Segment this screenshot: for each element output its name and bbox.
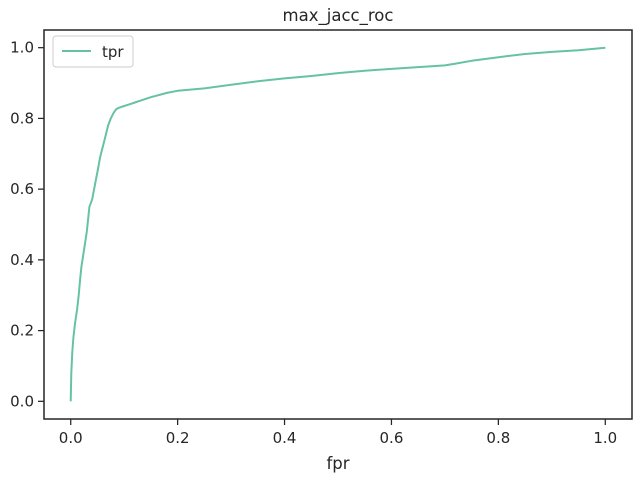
y-axis: 0.0 0.2 0.4 0.6 0.8 1.0 <box>10 39 44 410</box>
legend: tpr <box>52 35 134 68</box>
y-tick-label: 0.4 <box>10 251 34 269</box>
x-axis: 0.0 0.2 0.4 0.6 0.8 1.0 <box>59 419 617 447</box>
y-tick-label: 0.6 <box>10 180 34 198</box>
chart-title: max_jacc_roc <box>283 6 394 26</box>
x-tick-label: 0.8 <box>486 429 510 447</box>
series-layer <box>69 46 606 402</box>
y-tick-label: 0.8 <box>10 109 34 127</box>
y-tick-label: 0.2 <box>10 322 34 340</box>
y-tick-label: 0.0 <box>10 392 34 410</box>
x-axis-label: fpr <box>326 454 349 473</box>
x-tick-label: 0.4 <box>273 429 297 447</box>
series-line-tpr <box>69 46 606 402</box>
legend-label-tpr: tpr <box>102 43 124 61</box>
x-tick-label: 1.0 <box>593 429 617 447</box>
x-tick-label: 0.0 <box>59 429 83 447</box>
x-tick-label: 0.6 <box>380 429 404 447</box>
x-tick-label: 0.2 <box>166 429 190 447</box>
legend-box <box>52 35 134 68</box>
plot-frame <box>43 29 633 420</box>
y-tick-label: 1.0 <box>10 39 34 57</box>
